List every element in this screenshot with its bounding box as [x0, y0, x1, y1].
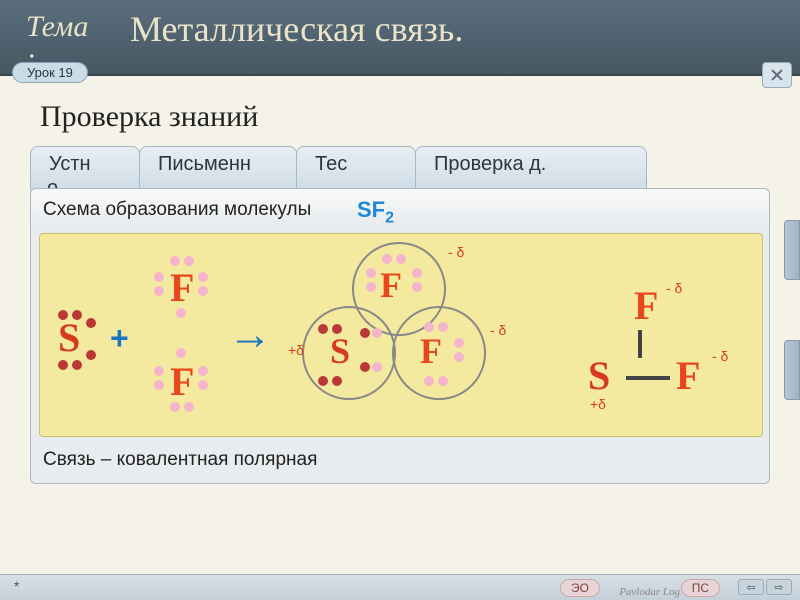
delta-minus-1: - δ — [448, 244, 464, 260]
lewis-diagram: S + F F → S — [39, 233, 763, 437]
arrow-icon: → — [228, 310, 272, 360]
ps-button[interactable]: ПС — [681, 579, 720, 597]
delta-minus-3: - δ — [666, 280, 682, 296]
sidebar-handle-2[interactable] — [784, 340, 800, 400]
bond-label: Связь – ковалентная полярная — [43, 449, 317, 471]
delta-plus-1: +δ — [288, 342, 304, 358]
logo: Pavlodar Log — [619, 586, 680, 598]
struct-f-right: F — [676, 352, 700, 399]
lesson-badge: Урок 19 — [12, 62, 88, 83]
footer-star: * — [14, 578, 19, 594]
formula: SF2 — [357, 197, 394, 227]
atom-s-left: S — [58, 314, 80, 361]
atom-f-top-left: F — [170, 264, 194, 311]
sidebar-handle-1[interactable] — [784, 220, 800, 280]
scheme-label: Схема образования молекулы — [43, 199, 311, 221]
atom-f-mid-right: F — [420, 330, 442, 372]
tab-test[interactable]: Тес — [296, 146, 416, 190]
delta-minus-2: - δ — [490, 322, 506, 338]
tab-homework[interactable]: Проверка д. — [415, 146, 647, 190]
nav-prev[interactable]: ⇦ — [738, 579, 764, 595]
nav-next[interactable]: ⇨ — [766, 579, 792, 595]
eo-button[interactable]: ЭО — [560, 579, 600, 597]
tabs: Устн о Письменн Тес Проверка д. — [30, 146, 646, 190]
atom-s-mid: S — [330, 330, 350, 372]
tab-written[interactable]: Письменн — [139, 146, 297, 190]
atom-f-bot-left: F — [170, 358, 194, 405]
tab-oral[interactable]: Устн о — [30, 146, 140, 190]
content-panel: Схема образования молекулы SF2 S + F F → — [30, 188, 770, 484]
tema-label: Тема — [26, 10, 88, 44]
delta-plus-2: +δ — [590, 396, 606, 412]
footer: * ЭО ПС Pavlodar Log ⇦ ⇨ — [0, 574, 800, 600]
struct-s: S — [588, 352, 610, 399]
plus-sign: + — [110, 320, 129, 357]
close-button[interactable] — [762, 62, 792, 88]
page-title: Металлическая связь. — [130, 8, 463, 50]
atom-f-mid-top: F — [380, 264, 402, 306]
section-title: Проверка знаний — [40, 100, 258, 134]
struct-f-top: F — [634, 282, 658, 329]
delta-minus-4: - δ — [712, 348, 728, 364]
